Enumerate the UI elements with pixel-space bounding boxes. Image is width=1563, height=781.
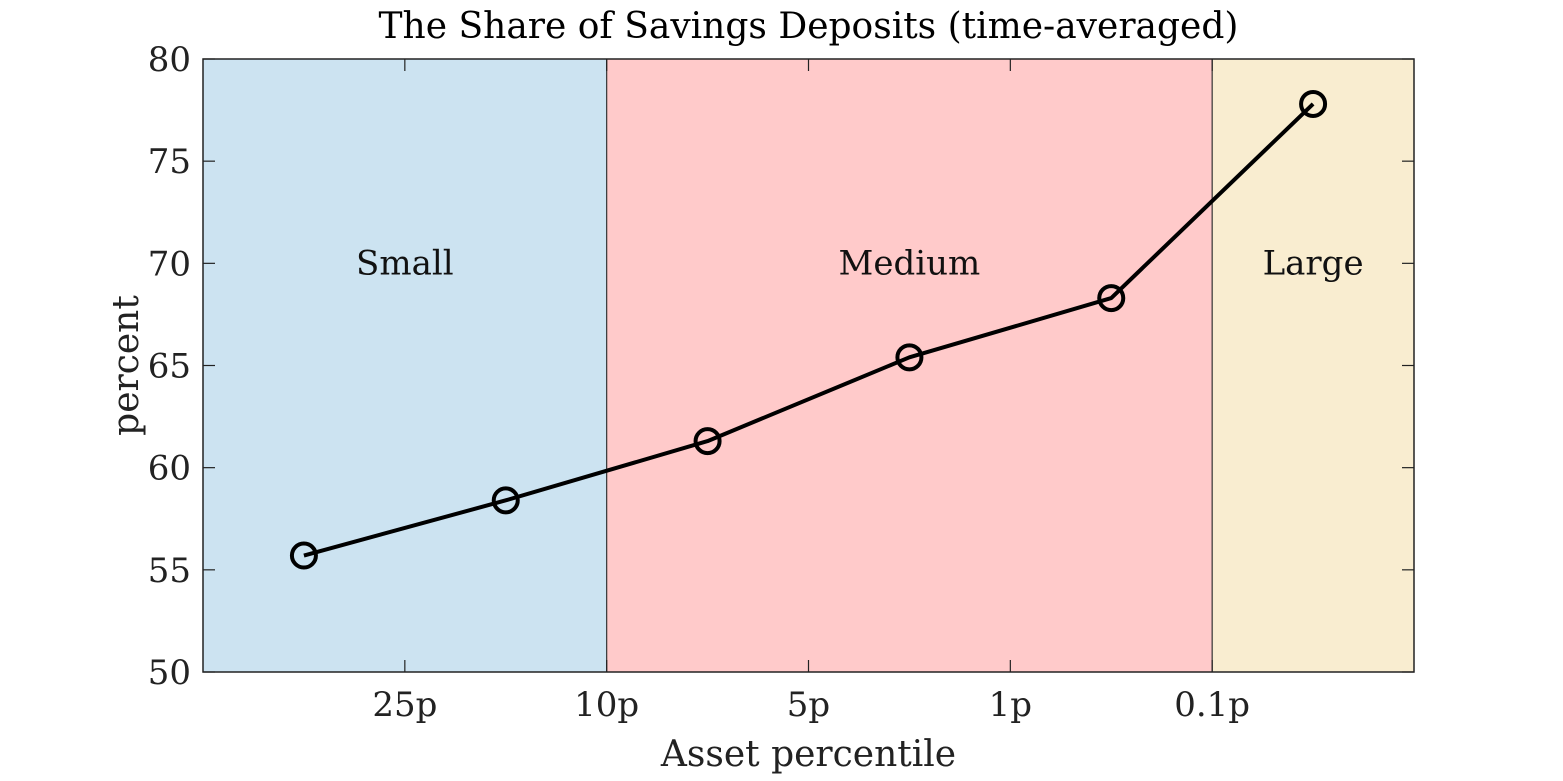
y-tick-label: 65 <box>148 347 191 387</box>
y-tick-label: 55 <box>148 551 191 591</box>
x-tick-label: 10p <box>574 685 639 725</box>
x-axis-label: Asset percentile <box>660 734 956 775</box>
data-point <box>693 427 722 456</box>
series-line <box>303 102 1315 558</box>
region-labels: Small Medium Large <box>356 243 1364 283</box>
region-label-medium: Medium <box>839 243 981 283</box>
y-tick-label: 60 <box>148 449 191 489</box>
x-tick-labels: 25p 10p 5p 1p 0.1p <box>372 685 1250 725</box>
region-small <box>203 59 607 672</box>
y-axis-label: percent <box>106 295 147 436</box>
data-point <box>289 541 318 570</box>
region-label-small: Small <box>356 243 454 283</box>
data-series <box>289 89 1328 570</box>
y-tick-label: 80 <box>148 40 191 80</box>
axis-ticks <box>203 58 1414 673</box>
x-tick-label: 0.1p <box>1174 685 1250 725</box>
x-tick-label: 25p <box>372 685 437 725</box>
chart-title: The Share of Savings Deposits (time-aver… <box>379 6 1239 47</box>
region-backgrounds <box>203 59 1414 672</box>
region-large <box>1212 59 1414 672</box>
data-point <box>491 486 520 515</box>
data-point <box>1299 89 1328 118</box>
y-tick-label: 50 <box>148 653 191 693</box>
y-tick-label: 70 <box>148 244 191 284</box>
region-medium <box>606 59 1213 672</box>
x-tick-label: 5p <box>787 685 830 725</box>
region-label-large: Large <box>1263 243 1364 283</box>
x-tick-label: 1p <box>989 685 1032 725</box>
data-point <box>895 343 924 372</box>
y-tick-labels: 50 55 60 65 70 75 80 <box>148 40 191 693</box>
y-tick-label: 75 <box>148 142 191 182</box>
data-point <box>1097 284 1126 313</box>
